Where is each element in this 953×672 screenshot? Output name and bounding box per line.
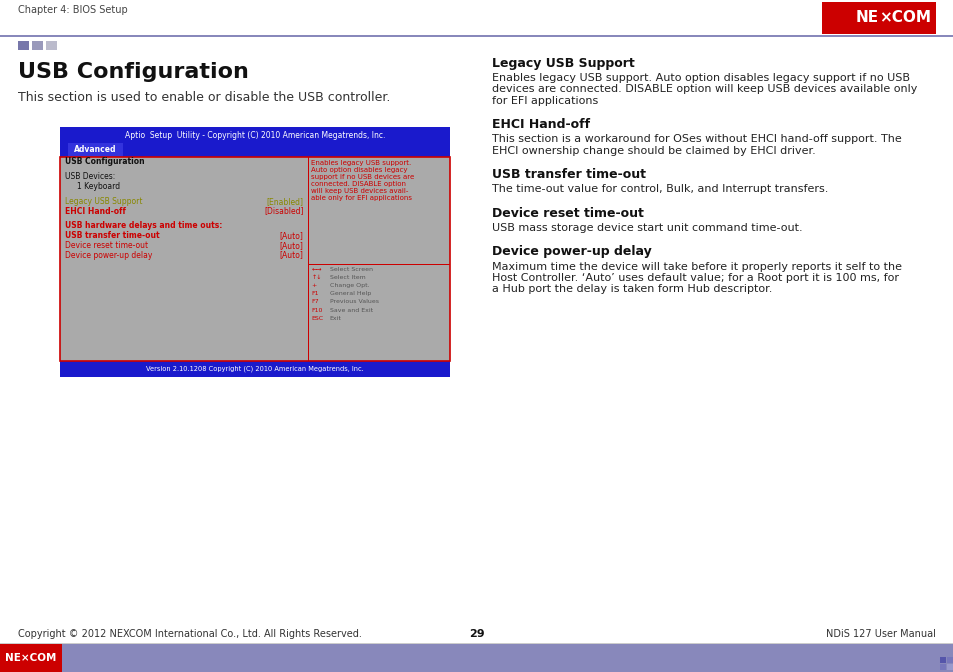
Text: USB transfer time-out: USB transfer time-out [65,231,159,240]
Bar [46,41,57,50]
Bar [60,157,450,361]
Text: Host Controller. ‘Auto’ uses default value; for a Root port it is 100 ms, for: Host Controller. ‘Auto’ uses default val… [492,273,898,283]
Text: USB Configuration: USB Configuration [65,157,145,167]
Text: Select Screen: Select Screen [330,267,373,271]
Text: 29: 29 [469,629,484,639]
Text: ESC: ESC [312,316,323,321]
Text: Device power-up delay: Device power-up delay [492,245,651,259]
Text: [Auto]: [Auto] [279,251,303,259]
Bar [32,41,43,50]
Bar [946,664,952,670]
Text: EHCI ownership change should be claimed by EHCI driver.: EHCI ownership change should be claimed … [492,146,815,156]
Text: Chapter 4: BIOS Setup: Chapter 4: BIOS Setup [18,5,128,15]
Text: [Auto]: [Auto] [279,231,303,240]
Text: a Hub port the delay is taken form Hub descriptor.: a Hub port the delay is taken form Hub d… [492,284,772,294]
Text: for EFI applications: for EFI applications [492,96,598,106]
Text: Change Opt.: Change Opt. [330,283,369,288]
Text: Enables legacy USB support.
Auto option disables legacy
support if no USB device: Enables legacy USB support. Auto option … [311,160,414,201]
Bar [60,361,450,377]
Text: Device reset time-out: Device reset time-out [65,241,148,250]
Text: Device reset time-out: Device reset time-out [492,207,643,220]
Text: Aptio  Setup  Utility - Copyright (C) 2010 American Megatrends, Inc.: Aptio Setup Utility - Copyright (C) 2010… [125,130,385,140]
Text: ↑↓: ↑↓ [312,275,322,280]
Text: [Disabled]: [Disabled] [264,206,303,216]
Text: devices are connected. DISABLE option will keep USB devices available only: devices are connected. DISABLE option wi… [492,85,917,95]
Text: ←→: ←→ [312,267,322,271]
Bar [939,657,945,663]
Bar [0,644,62,672]
Text: This section is a workaround for OSes without EHCI hand-off support. The: This section is a workaround for OSes wi… [492,134,901,144]
Text: The time-out value for control, Bulk, and Interrupt transfers.: The time-out value for control, Bulk, an… [492,185,827,194]
Text: USB mass storage device start unit command time-out.: USB mass storage device start unit comma… [492,223,801,233]
Bar [939,664,945,670]
Text: USB Configuration: USB Configuration [18,62,249,82]
Text: EHCI Hand-off: EHCI Hand-off [492,118,590,132]
Text: F1: F1 [312,291,319,296]
Text: USB Devices:: USB Devices: [65,172,115,181]
Text: Copyright © 2012 NEXCOM International Co., Ltd. All Rights Reserved.: Copyright © 2012 NEXCOM International Co… [18,629,361,639]
Text: +: + [312,283,316,288]
Bar [18,41,29,50]
Text: Legacy USB Support: Legacy USB Support [65,197,142,206]
Bar [60,127,450,143]
Bar [821,2,935,34]
Bar [60,143,450,157]
Bar [307,157,309,361]
Bar [60,157,450,361]
Text: Version 2.10.1208 Copyright (C) 2010 American Megatrends, Inc.: Version 2.10.1208 Copyright (C) 2010 Ame… [146,366,363,372]
Bar [307,264,450,265]
Text: Legacy USB Support: Legacy USB Support [492,57,634,70]
Bar [946,657,952,663]
Text: USB hardware delays and time outs:: USB hardware delays and time outs: [65,221,222,230]
Text: NDiS 127 User Manual: NDiS 127 User Manual [825,629,935,639]
Text: NE: NE [855,11,878,26]
Text: Exit: Exit [330,316,341,321]
Bar [0,643,953,644]
Bar [0,35,953,37]
Text: NE×COM: NE×COM [6,653,56,663]
Text: [Enabled]: [Enabled] [267,197,303,206]
Text: ×COM: ×COM [878,11,930,26]
Text: 1 Keyboard: 1 Keyboard [77,182,120,191]
Text: Advanced: Advanced [74,146,116,155]
Text: [Auto]: [Auto] [279,241,303,250]
Bar [0,644,953,672]
Text: Enables legacy USB support. Auto option disables legacy support if no USB: Enables legacy USB support. Auto option … [492,73,909,83]
Text: F7: F7 [312,300,319,304]
Text: F10: F10 [312,308,323,312]
Text: Previous Values: Previous Values [330,300,378,304]
Text: General Help: General Help [330,291,371,296]
Text: Save and Exit: Save and Exit [330,308,373,312]
Text: This section is used to enable or disable the USB controller.: This section is used to enable or disabl… [18,91,390,104]
Text: Device power-up delay: Device power-up delay [65,251,152,259]
Text: EHCI Hand-off: EHCI Hand-off [65,206,126,216]
Bar [68,143,123,157]
Text: USB transfer time-out: USB transfer time-out [492,169,645,181]
Text: Select Item: Select Item [330,275,365,280]
Text: Maximum time the device will take before it properly reports it self to the: Maximum time the device will take before… [492,261,901,271]
